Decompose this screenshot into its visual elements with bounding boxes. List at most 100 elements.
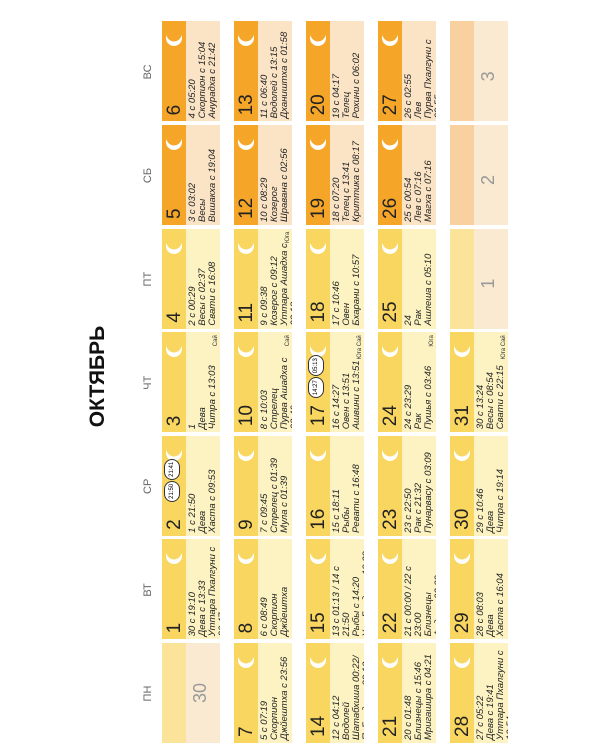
- eclipse-badge: 05:13: [308, 355, 324, 377]
- moon: [308, 441, 333, 464]
- day-band: [450, 643, 474, 743]
- moon: [164, 337, 189, 360]
- day-info: 6 с 08:49 Скорпион Джйештха: [259, 540, 290, 637]
- day-number: 31: [452, 405, 473, 427]
- day-note: Юга: [429, 335, 435, 347]
- day-band: [162, 125, 186, 225]
- moon: [308, 544, 333, 567]
- info-line: Криттика с 08:17: [351, 141, 362, 222]
- moon-icon: [454, 337, 470, 358]
- day-number: 30: [452, 508, 473, 530]
- month-title: ОКТЯБРЬ: [86, 325, 109, 428]
- day-info: 24 Рак Ашлеша с 05:10: [403, 230, 434, 326]
- day-info: 1 с 21:50 Дева Хаста с 09:53: [187, 437, 218, 533]
- moon: [380, 26, 405, 49]
- moon-icon: [310, 234, 326, 254]
- info-line: Хаста с 16:04: [495, 573, 506, 637]
- day-cell: 17 14:27 05:13 16 с 14:27 Овен с 13:51 Ашвини…: [306, 332, 364, 433]
- day-info: 23 с 22:50 Рак с 21:32 Пунарвасу с 03:09: [403, 437, 434, 533]
- info-line: Читра с 13:03: [207, 365, 218, 430]
- day-info: 11 с 06:40 Водолей с 13:15 Дхаништха с 01:…: [259, 22, 290, 119]
- info-line: Уттара Ашадха с 03:12: [279, 243, 292, 326]
- day-cell: 3: [450, 21, 508, 122]
- day-number: 7: [236, 726, 257, 737]
- moon-icon: [166, 441, 182, 461]
- day-band: [378, 125, 402, 225]
- moon: [380, 441, 405, 464]
- info-line: Пурва Пхалгуни с 09:55: [423, 39, 436, 119]
- day-band: [378, 539, 402, 640]
- day-info: 28 с 08:03 Дева Хаста с 16:04: [475, 540, 506, 637]
- weekday-header: ПН: [142, 685, 154, 702]
- day-cell: 19 18 с 07:20 Телец с 13:41 Криттика с 08:1…: [306, 125, 364, 225]
- day-number: 23: [380, 508, 401, 530]
- day-number: 5: [164, 208, 185, 219]
- day-band: [450, 539, 474, 640]
- moon-icon: [382, 544, 398, 565]
- day-cell: 23 23 с 22:50 Рак с 21:32 Пунарвасу с 03:09: [378, 435, 436, 536]
- moon-icon: [310, 337, 326, 358]
- moon-icon: [238, 441, 254, 461]
- day-number: 18: [308, 301, 329, 323]
- day-info: 15 с 18:11 Рыбы Ревати с 16:48: [331, 437, 362, 533]
- day-band: [450, 228, 474, 329]
- day-cell: 15 13 с 01:13 / 14 с 21:50 Рыбы с 14:20 Ут.…: [306, 539, 364, 640]
- moon: [236, 130, 261, 153]
- day-note: Юга: [285, 231, 291, 244]
- day-info: 4 с 05:20 Скорпион с 15:04 Анурадха с 21:4…: [187, 22, 218, 119]
- day-band: [450, 125, 474, 225]
- day-number: 15: [308, 612, 329, 634]
- day-cell: 1 30 с 19:10 Дева с 13:33 Уттара Пхалгуни с…: [162, 539, 220, 640]
- moon-icon: [166, 26, 182, 47]
- day-number: 2: [478, 174, 498, 185]
- info-line: Дхаништха с 01:58: [279, 31, 290, 119]
- weekday-header: ПТ: [142, 271, 154, 287]
- info-line: Ардра с 03:22: [433, 575, 436, 637]
- day-number: 28: [452, 715, 473, 737]
- info-line: Пушья с 03:46: [423, 365, 434, 430]
- moon: [236, 234, 261, 257]
- day-note: Сай: [285, 335, 291, 347]
- weekday-header: ЧТ: [142, 375, 154, 390]
- day-number: 26: [380, 197, 401, 219]
- day-cell: 30 29 с 10:46 Дева Читра с 19:14: [450, 435, 508, 536]
- day-band: [306, 228, 330, 329]
- day-info: 27 с 05:22 Дева с 19:41 Уттара Пхалгуни с …: [475, 644, 508, 740]
- day-band: [450, 435, 474, 536]
- day-band: [306, 125, 330, 225]
- day-number: 4: [164, 312, 185, 323]
- day-note: Юга Сай: [357, 335, 363, 360]
- day-band: [306, 21, 330, 122]
- day-cell: 31 30 с 13:24 Весы с 08:54 Свати с 22:15 Юга…: [450, 332, 508, 433]
- day-number: 29: [452, 612, 473, 634]
- day-number: 13: [236, 94, 257, 116]
- info-line: Ревати с 16:48: [351, 464, 362, 533]
- day-info: 7 с 09:45 Стрелец с 01:39 Мула с 01:39: [259, 437, 290, 533]
- eclipse-badge: 21:41: [164, 458, 180, 480]
- day-band: [162, 21, 186, 122]
- day-info: 26 с 02:55 Лев Пурва Пхалгуни с 09:55: [403, 22, 436, 119]
- info-line: Вишакха с 19:04: [207, 148, 218, 222]
- moon-icon: [382, 648, 398, 668]
- day-note: Сай: [213, 335, 219, 347]
- day-number: 24: [380, 405, 401, 427]
- day-number: 3: [478, 71, 498, 82]
- info-line: Джйештха: [279, 586, 290, 637]
- moon-icon: [238, 130, 254, 150]
- moon: [236, 544, 261, 567]
- day-band: [378, 228, 402, 329]
- moon: [236, 26, 261, 49]
- day-band: [378, 435, 405, 536]
- day-band: [450, 332, 474, 433]
- day-info: 25 с 00:54 Лев с 07:16 Магха с 07:16: [403, 126, 434, 222]
- day-number: 19: [308, 197, 329, 219]
- weekday-header: СБ: [142, 167, 154, 184]
- moon-icon: [454, 648, 470, 668]
- moon-icon: [166, 234, 182, 254]
- day-band: [378, 332, 402, 433]
- day-info: 10 с 08:29 Козерог Шравана с 02:56: [259, 126, 290, 222]
